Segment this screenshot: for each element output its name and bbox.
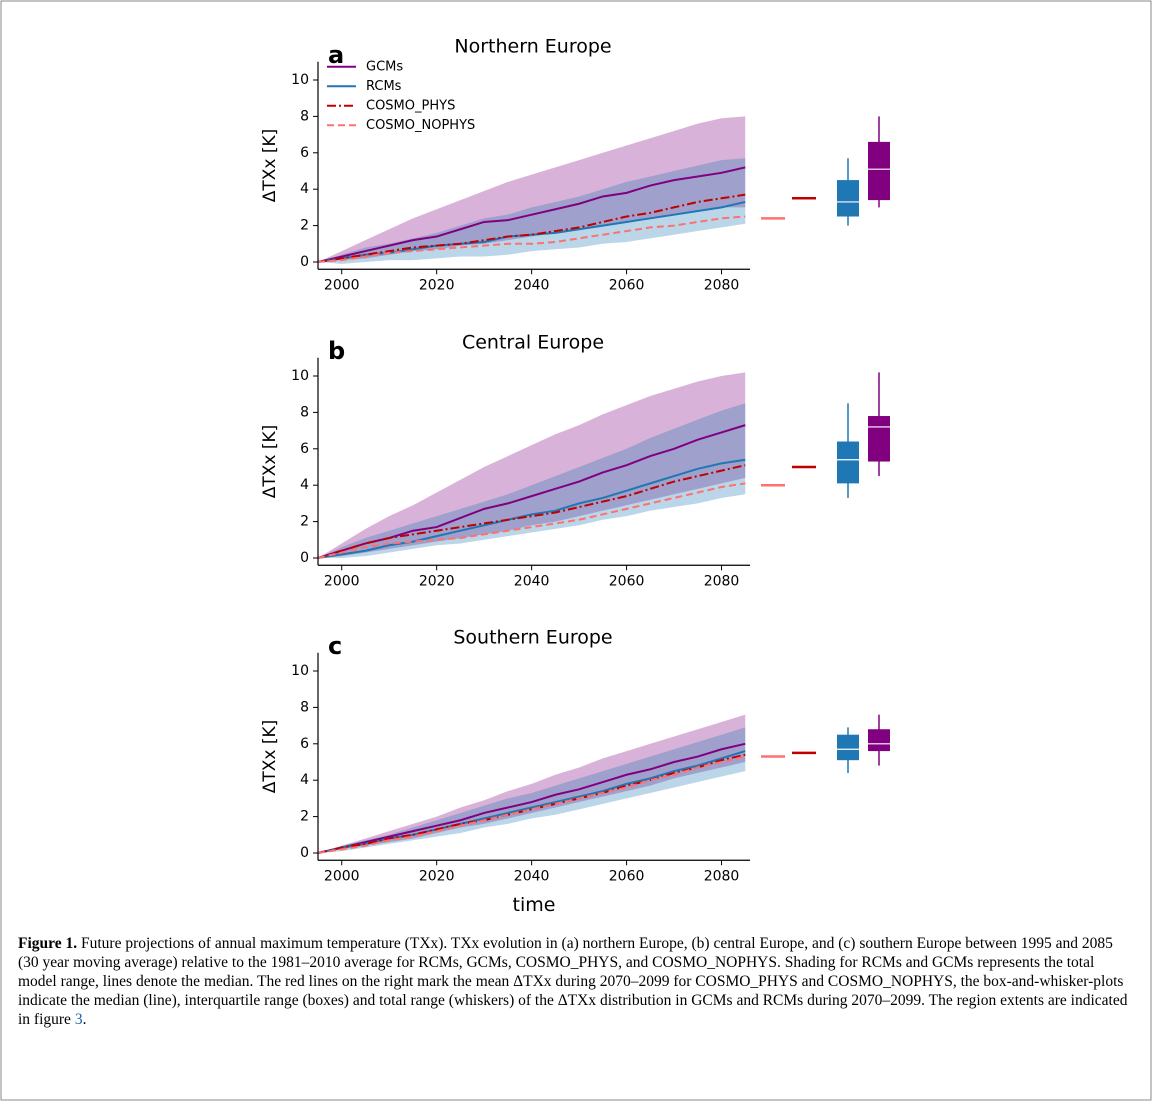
x-tick-label: 2080	[704, 868, 740, 884]
y-tick-label: 8	[300, 108, 309, 124]
y-tick-label: 0	[300, 550, 309, 566]
y-tick-label: 6	[300, 145, 309, 161]
y-tick-label: 2	[300, 514, 309, 530]
series-line	[317, 166, 746, 263]
x-tick-label: 2080	[704, 277, 740, 293]
series-line	[317, 193, 746, 263]
x-tick-label: 2080	[704, 573, 740, 589]
x-tick-label: 2060	[609, 573, 645, 589]
y-axis-label: ΔTXx [K]	[260, 425, 280, 499]
series-line	[317, 482, 746, 559]
legend-label: GCMs	[366, 59, 403, 74]
y-tick-label: 10	[291, 72, 309, 88]
caption-label: Figure 1.	[18, 935, 78, 952]
legend-label: COSMO_PHYS	[366, 98, 455, 113]
box	[868, 729, 890, 752]
chart-title: Southern Europe	[453, 626, 612, 648]
chart-title: Central Europe	[462, 331, 604, 353]
x-tick-label: 2000	[324, 277, 360, 293]
range-band	[318, 727, 746, 853]
box	[837, 441, 859, 484]
range-band	[318, 372, 746, 558]
panel-letter: b	[328, 337, 345, 365]
y-axis-label: ΔTXx [K]	[260, 129, 280, 203]
y-tick-label: 4	[300, 772, 309, 788]
chart-title: Northern Europe	[454, 35, 611, 57]
panel-letter: a	[328, 41, 344, 69]
y-tick-label: 2	[300, 218, 309, 234]
x-tick-label: 2040	[514, 573, 550, 589]
series-line	[317, 742, 746, 854]
caption: Figure 1. Future projections of annual m…	[18, 934, 1136, 1029]
series-line	[317, 464, 746, 559]
series-line	[317, 755, 746, 854]
x-tick-label: 2020	[419, 573, 455, 589]
series-line	[317, 753, 746, 854]
y-tick-label: 10	[291, 368, 309, 384]
x-tick-label: 2040	[514, 868, 550, 884]
y-tick-label: 8	[300, 699, 309, 715]
y-tick-label: 10	[291, 663, 309, 679]
y-tick-label: 8	[300, 404, 309, 420]
range-band	[318, 116, 746, 263]
y-tick-label: 4	[300, 181, 309, 197]
box	[868, 141, 890, 201]
figure-link[interactable]: 3	[74, 1011, 83, 1028]
y-tick-label: 0	[300, 254, 309, 270]
x-tick-label: 2020	[419, 868, 455, 884]
x-tick-label: 2060	[609, 868, 645, 884]
y-tick-label: 6	[300, 441, 309, 457]
box	[868, 416, 890, 462]
range-band	[318, 714, 746, 853]
x-tick-label: 2020	[419, 277, 455, 293]
x-axis-label: time	[513, 894, 556, 916]
box	[837, 734, 859, 761]
box	[837, 180, 859, 217]
y-axis-label: ΔTXx [K]	[260, 720, 280, 794]
caption-text: Future projections of annual maximum tem…	[18, 935, 1128, 1028]
x-tick-label: 2000	[324, 573, 360, 589]
panel-letter: c	[328, 632, 342, 660]
y-tick-label: 6	[300, 736, 309, 752]
x-tick-label: 2040	[514, 277, 550, 293]
x-tick-label: 2000	[324, 868, 360, 884]
caption-end: .	[82, 1011, 87, 1028]
y-tick-label: 0	[300, 845, 309, 861]
series-line	[317, 458, 746, 559]
legend-label: RCMs	[366, 79, 402, 94]
x-tick-label: 2060	[609, 277, 645, 293]
y-tick-label: 2	[300, 809, 309, 825]
legend-label: COSMO_NOPHYS	[366, 118, 475, 133]
series-line	[317, 215, 746, 263]
y-tick-label: 4	[300, 477, 309, 493]
